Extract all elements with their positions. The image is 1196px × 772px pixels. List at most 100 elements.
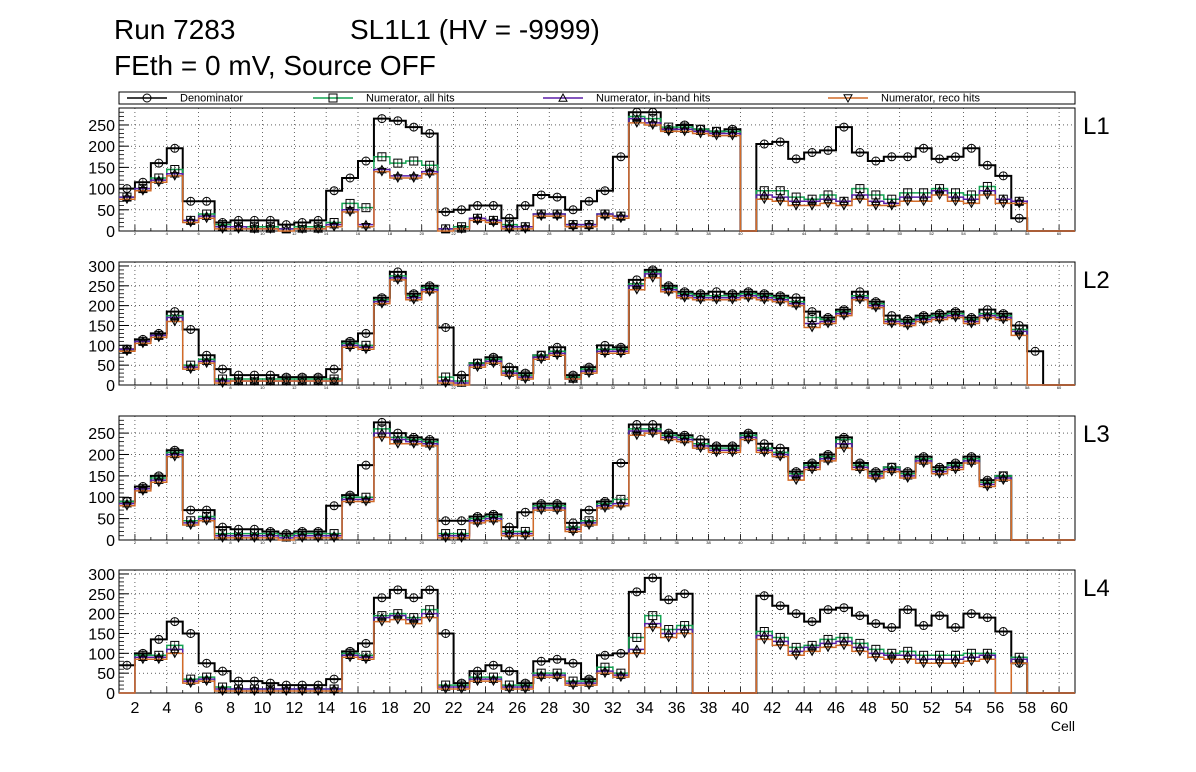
data-point bbox=[361, 222, 371, 232]
data-point bbox=[855, 611, 865, 621]
x-tick-label: 22 bbox=[451, 540, 456, 545]
data-point bbox=[966, 143, 976, 153]
data-point bbox=[711, 295, 722, 305]
data-point bbox=[647, 429, 658, 439]
data-point bbox=[154, 158, 164, 168]
x-tick-label: 36 bbox=[668, 700, 686, 717]
data-point bbox=[186, 628, 196, 638]
data-point bbox=[935, 154, 945, 164]
data-point bbox=[584, 521, 594, 531]
data-point bbox=[440, 379, 451, 389]
data-point bbox=[679, 293, 690, 303]
data-point bbox=[807, 647, 817, 657]
x-tick-label: 6 bbox=[198, 385, 201, 390]
data-point bbox=[361, 655, 371, 665]
x-tick-label: 58 bbox=[1025, 540, 1030, 545]
data-point bbox=[887, 623, 897, 633]
data-point bbox=[153, 655, 164, 665]
data-point bbox=[886, 201, 897, 211]
data-point bbox=[839, 641, 849, 651]
x-tick-label: 50 bbox=[898, 385, 903, 390]
data-point bbox=[536, 673, 547, 683]
data-point bbox=[647, 120, 658, 130]
data-point bbox=[138, 655, 148, 665]
x-tick-label: 38 bbox=[706, 385, 711, 390]
data-point bbox=[552, 212, 563, 222]
x-tick-label: 58 bbox=[1025, 385, 1030, 390]
x-tick-label: 52 bbox=[929, 540, 934, 545]
data-point bbox=[552, 192, 562, 202]
data-point bbox=[711, 448, 722, 458]
data-point bbox=[201, 516, 212, 526]
x-tick-label: 48 bbox=[859, 700, 877, 717]
y-tick-label: 250 bbox=[88, 118, 115, 135]
data-point bbox=[361, 156, 371, 166]
legend-label: Denominator bbox=[180, 93, 243, 105]
data-point bbox=[584, 222, 594, 232]
data-point bbox=[966, 319, 977, 329]
y-tick-label: 250 bbox=[88, 279, 115, 296]
x-tick-label: 26 bbox=[515, 540, 520, 545]
data-point bbox=[855, 148, 865, 158]
data-point bbox=[568, 527, 578, 537]
data-point bbox=[138, 186, 148, 196]
data-point bbox=[934, 469, 945, 479]
data-point bbox=[138, 339, 148, 349]
data-point bbox=[663, 435, 674, 445]
x-tick-label: 28 bbox=[547, 231, 552, 236]
data-point bbox=[759, 295, 770, 305]
data-point bbox=[265, 533, 276, 543]
data-point bbox=[153, 333, 164, 343]
y-tick-label: 300 bbox=[88, 567, 115, 584]
data-point bbox=[982, 655, 993, 665]
data-point bbox=[345, 343, 355, 353]
data-point bbox=[472, 363, 483, 373]
data-point bbox=[918, 659, 929, 669]
data-point bbox=[616, 501, 626, 511]
data-point bbox=[441, 207, 451, 217]
x-tick-label: 30 bbox=[579, 385, 584, 390]
data-point bbox=[902, 321, 913, 331]
y-tick-label: 300 bbox=[88, 259, 115, 276]
x-tick-label: 22 bbox=[445, 700, 463, 717]
data-point bbox=[329, 222, 339, 232]
x-axis-title: Cell bbox=[1051, 718, 1075, 734]
data-point bbox=[791, 651, 802, 661]
data-point bbox=[727, 448, 738, 458]
data-point bbox=[870, 653, 881, 663]
legend: Denominator Numerator, all hits Numerator,… bbox=[118, 91, 1076, 105]
data-point bbox=[616, 152, 626, 162]
data-point bbox=[520, 685, 531, 695]
data-point bbox=[584, 681, 594, 691]
data-point bbox=[345, 653, 355, 663]
legend-entry-all_hits: Numerator, all hits bbox=[313, 93, 455, 105]
data-point bbox=[122, 501, 132, 511]
x-tick-label: 32 bbox=[611, 540, 616, 545]
x-tick-label: 30 bbox=[579, 231, 584, 236]
data-point bbox=[966, 199, 977, 209]
data-point bbox=[663, 287, 674, 297]
data-point bbox=[329, 674, 339, 684]
data-point bbox=[329, 533, 339, 543]
data-point bbox=[185, 521, 196, 531]
data-point bbox=[807, 148, 817, 158]
data-point bbox=[568, 205, 578, 215]
data-point bbox=[218, 666, 228, 676]
data-point bbox=[472, 518, 483, 528]
data-point bbox=[807, 201, 817, 211]
data-point bbox=[249, 533, 260, 543]
x-tick-label: 60 bbox=[1057, 231, 1062, 236]
data-point bbox=[313, 687, 324, 697]
data-point bbox=[504, 531, 515, 541]
x-tick-label: 12 bbox=[285, 700, 303, 717]
data-point bbox=[122, 195, 132, 205]
x-tick-label: 52 bbox=[929, 231, 934, 236]
legend-label: Numerator, in-band hits bbox=[596, 93, 711, 105]
x-tick-label: 18 bbox=[388, 385, 393, 390]
panel-frame bbox=[118, 107, 1076, 232]
x-tick-label: 48 bbox=[866, 231, 871, 236]
data-point bbox=[440, 533, 451, 543]
data-point bbox=[169, 452, 180, 462]
data-point bbox=[392, 439, 403, 449]
